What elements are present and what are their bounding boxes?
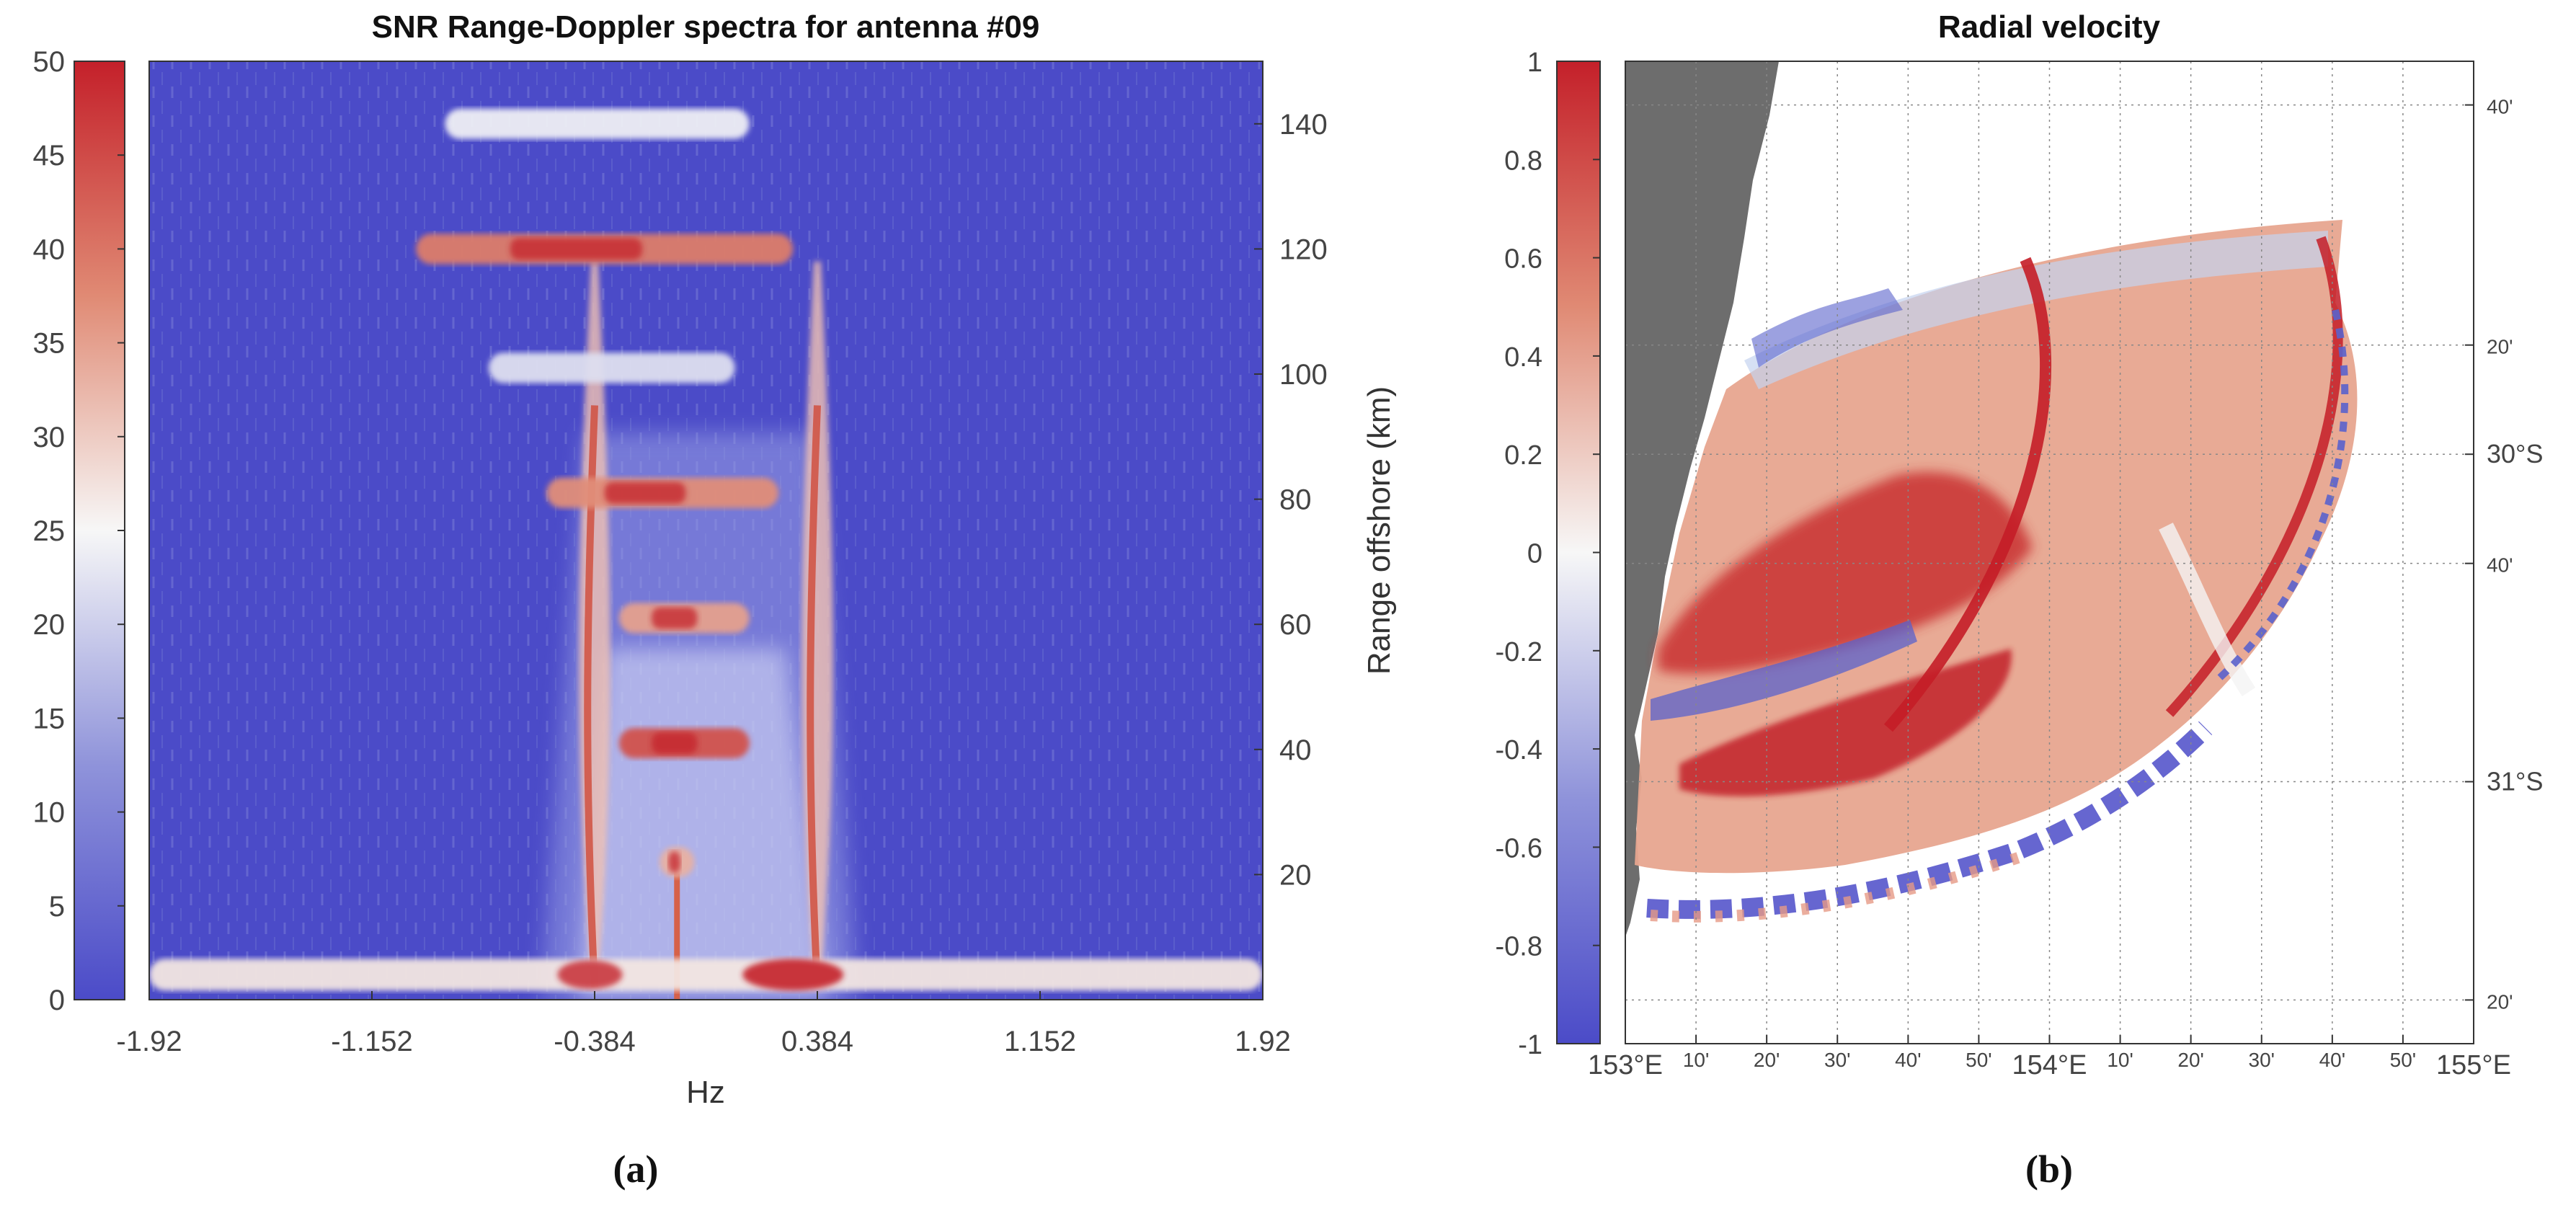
panel-b: Radial velocity -1 -0.8 -0.6 -0.4 -0.2 0 0.2 0.… <box>1496 9 2544 1191</box>
lon-tick-label: 50' <box>1966 1049 1992 1071</box>
colorbar-a-tick-label: 25 <box>33 515 66 547</box>
lon-tick-label: 40' <box>2319 1049 2346 1071</box>
colorbar-b-tick-label: 0.2 <box>1504 440 1542 471</box>
lon-tick-label: 10' <box>2107 1049 2133 1071</box>
colorbar-a-tick-label: 35 <box>33 328 66 360</box>
colorbar-a-tick-label: 15 <box>33 703 66 734</box>
lon-tick-label: 155°E <box>2436 1050 2511 1080</box>
lon-tick-label: 40' <box>1895 1049 1922 1071</box>
lon-tick-label: 20' <box>1754 1049 1780 1071</box>
panel-a-caption: (a) <box>613 1147 659 1191</box>
colorbar-b-tick-label: 0.8 <box>1504 146 1542 176</box>
y-tick-label: 60 <box>1279 609 1312 641</box>
colorbar-b-tick-label: -0.8 <box>1496 932 1542 962</box>
colorbar-b-tick-label: 1 <box>1527 48 1542 78</box>
colorbar-b-tick-label: -0.6 <box>1496 833 1542 863</box>
y-tick-label: 120 <box>1279 234 1328 265</box>
lon-tick-label: 154°E <box>2012 1050 2087 1080</box>
range-band <box>659 847 695 878</box>
range-band <box>618 728 750 759</box>
colorbar-a-tick-label: 5 <box>49 891 65 923</box>
x-tick-label: 1.152 <box>1004 1026 1076 1057</box>
panel-a-y-label: Range offshore (km) <box>1362 386 1397 675</box>
panel-a: SNR Range-Doppler spectra for antenna #0… <box>33 9 1398 1191</box>
x-tick-label: 1.92 <box>1235 1026 1291 1057</box>
colorbar-a-tick-label: 40 <box>33 234 66 265</box>
lat-tick-label: 20' <box>2487 336 2513 358</box>
lat-tick-label: 20' <box>2487 990 2513 1013</box>
colorbar-a-tick-label: 45 <box>33 140 66 172</box>
panel-b-map <box>1625 61 2474 1044</box>
colorbar-b-tick-label: 0.6 <box>1504 244 1542 275</box>
lat-tick-label: 30°S <box>2487 439 2543 468</box>
panel-a-plot-area <box>149 61 1263 1000</box>
colorbar-b-tick-label: -0.2 <box>1496 637 1542 667</box>
outer-range-band <box>1646 721 2213 919</box>
near-range-peak <box>742 959 844 991</box>
lat-tick-label: 31°S <box>2487 767 2543 796</box>
y-tick-label: 80 <box>1279 484 1312 516</box>
range-band <box>488 352 735 383</box>
colorbar-b-tick-label: -0.4 <box>1496 735 1542 765</box>
lat-tick-label: 40' <box>2487 554 2513 577</box>
panel-a-x-label: Hz <box>686 1075 725 1110</box>
lon-tick-label: 20' <box>2177 1049 2204 1071</box>
colorbar-a-tick-label: 0 <box>49 985 65 1016</box>
lon-tick-label: 30' <box>2249 1049 2275 1071</box>
range-band <box>416 234 794 265</box>
range-band <box>149 959 1263 991</box>
y-tick-label: 140 <box>1279 109 1328 141</box>
x-tick-label: 0.384 <box>781 1026 853 1057</box>
near-range-peak <box>557 960 623 990</box>
colorbar-a-tick-label: 10 <box>33 797 66 829</box>
lon-tick-label: 10' <box>1683 1049 1710 1071</box>
colorbar-a-tick-label: 20 <box>33 609 66 641</box>
colorbar-b-tick-label: 0.4 <box>1504 342 1542 373</box>
y-tick-label: 20 <box>1279 859 1312 891</box>
colorbar-b-tick-label: 0 <box>1527 539 1542 569</box>
lon-tick-label: 50' <box>2390 1049 2417 1071</box>
bragg-peak-filament <box>801 261 833 987</box>
coastline-land <box>1625 61 1779 937</box>
panel-b-title: Radial velocity <box>1938 9 2161 45</box>
y-tick-label: 40 <box>1279 734 1312 766</box>
range-band <box>618 603 750 634</box>
x-tick-label: -1.92 <box>116 1026 182 1057</box>
colorbar-a-tick-label: 30 <box>33 422 66 453</box>
lon-tick-label: 30' <box>1824 1049 1851 1071</box>
panel-b-caption: (b) <box>2025 1147 2073 1191</box>
colorbar-b-tick-label: -1 <box>1518 1030 1542 1060</box>
x-tick-label: -0.384 <box>554 1026 635 1057</box>
colorbar-a-tick-label: 50 <box>33 46 66 78</box>
lon-tick-label: 153°E <box>1588 1050 1663 1080</box>
range-band <box>445 108 750 139</box>
x-tick-label: -1.152 <box>331 1026 412 1057</box>
y-tick-label: 100 <box>1279 359 1328 391</box>
panel-a-colorbar <box>74 61 125 1000</box>
lat-tick-label: 40' <box>2487 96 2513 118</box>
range-band <box>546 477 779 508</box>
panel-a-title: SNR Range-Doppler spectra for antenna #0… <box>372 9 1040 45</box>
